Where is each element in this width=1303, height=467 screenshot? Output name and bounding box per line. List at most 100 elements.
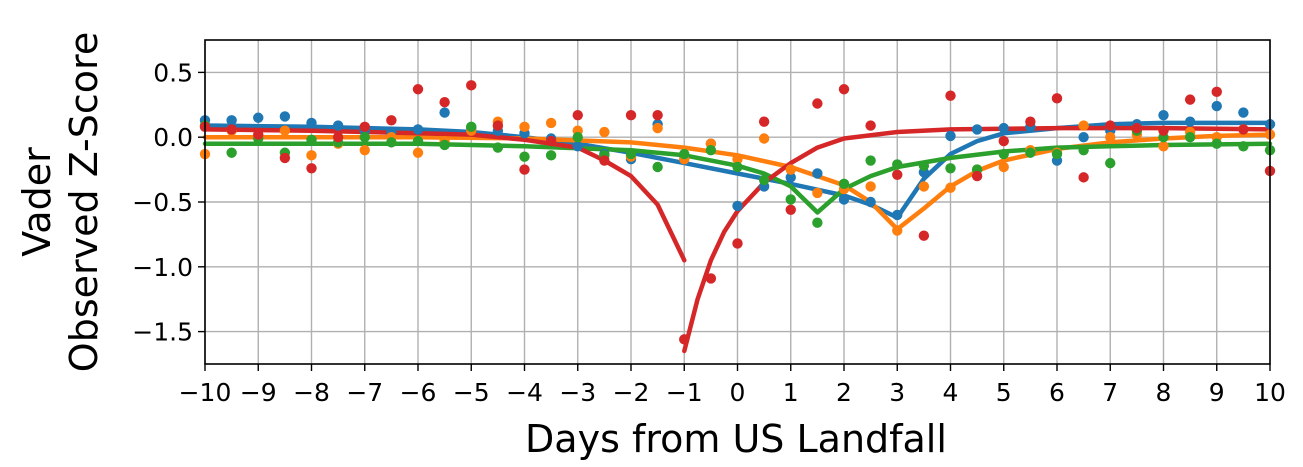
- data-point: [785, 204, 796, 215]
- x-tick-label: 8: [1156, 378, 1172, 407]
- data-point: [572, 141, 583, 152]
- data-point: [253, 112, 264, 123]
- data-point: [519, 121, 530, 133]
- data-point: [812, 187, 823, 199]
- data-point: [945, 182, 956, 193]
- data-point: [971, 124, 983, 135]
- data-point: [1105, 132, 1116, 143]
- data-point: [625, 109, 637, 121]
- data-point: [1025, 147, 1036, 158]
- x-tick-label: −8: [293, 378, 330, 407]
- data-point: [758, 116, 770, 127]
- data-point: [572, 132, 583, 143]
- data-point: [279, 111, 291, 122]
- data-point: [1078, 144, 1089, 156]
- data-point: [279, 125, 291, 136]
- x-tick-label: 1: [783, 378, 799, 407]
- data-point: [652, 109, 663, 121]
- data-point: [705, 144, 717, 156]
- data-point: [1211, 138, 1222, 149]
- data-point: [838, 84, 850, 95]
- data-point: [492, 142, 504, 153]
- x-tick-label: −6: [400, 378, 437, 407]
- data-point: [1238, 124, 1249, 135]
- y-axis-label-line-1: Vader: [15, 147, 59, 257]
- data-point: [253, 129, 264, 140]
- data-point: [1184, 116, 1196, 127]
- data-point: [466, 121, 477, 133]
- data-point: [1025, 116, 1036, 127]
- y-tick-label: 0.5: [153, 58, 193, 87]
- data-point: [1184, 132, 1196, 143]
- data-point: [732, 238, 743, 249]
- data-point: [332, 132, 344, 143]
- data-point: [412, 124, 424, 135]
- data-point: [1105, 157, 1116, 169]
- data-point: [705, 273, 717, 284]
- x-tick-label: 9: [1209, 378, 1225, 407]
- data-point: [892, 209, 903, 221]
- data-point: [306, 163, 317, 174]
- data-point: [412, 84, 424, 95]
- x-tick-label: 4: [943, 378, 959, 407]
- y-axis-label-line-2: Observed Z-Score: [62, 32, 106, 372]
- data-point: [865, 196, 876, 208]
- data-point: [439, 97, 450, 108]
- data-point: [492, 120, 504, 131]
- x-tick-label: −10: [179, 378, 232, 407]
- data-point: [918, 181, 930, 192]
- data-point: [226, 124, 237, 135]
- data-point: [998, 122, 1009, 134]
- data-point: [918, 160, 930, 171]
- x-tick-label: −1: [666, 378, 703, 407]
- data-point: [306, 150, 317, 161]
- data-point: [945, 130, 956, 142]
- data-point: [545, 150, 557, 161]
- data-point: [865, 120, 876, 131]
- data-point: [545, 135, 557, 147]
- x-tick-label: −3: [559, 378, 596, 407]
- data-point: [439, 107, 450, 118]
- x-axis-label: Days from US Landfall: [525, 417, 947, 461]
- data-point: [838, 178, 850, 190]
- x-tick-label: 10: [1254, 378, 1286, 407]
- data-point: [998, 148, 1009, 160]
- data-point: [1078, 120, 1089, 131]
- x-tick-label: −4: [506, 378, 543, 407]
- data-point: [998, 161, 1009, 173]
- data-point: [865, 181, 876, 192]
- data-point: [412, 135, 424, 147]
- data-point: [279, 152, 291, 164]
- y-tick-label: −1.0: [132, 253, 193, 282]
- data-point: [332, 120, 344, 131]
- data-point: [679, 334, 690, 345]
- data-point: [758, 174, 770, 186]
- x-tick-label: 7: [1102, 378, 1118, 407]
- fit-line: [682, 125, 1273, 354]
- data-point: [359, 121, 370, 133]
- data-point: [599, 126, 610, 138]
- data-point: [386, 115, 397, 126]
- data-point: [1238, 141, 1249, 152]
- data-point: [785, 194, 796, 205]
- data-point: [226, 115, 237, 126]
- data-point: [466, 80, 477, 91]
- x-tick-label: 5: [996, 378, 1012, 407]
- data-point: [812, 98, 823, 109]
- x-tick-label: 2: [836, 378, 852, 407]
- data-point: [865, 155, 876, 166]
- data-point: [1158, 109, 1169, 121]
- data-point: [1105, 120, 1116, 131]
- data-point: [306, 117, 317, 129]
- y-tick-label: −1.5: [132, 318, 193, 347]
- x-tick-label: 0: [730, 378, 746, 407]
- data-point: [1051, 93, 1063, 104]
- data-point: [892, 169, 903, 180]
- data-point: [1211, 100, 1222, 112]
- data-point: [812, 217, 823, 228]
- data-point: [652, 161, 663, 173]
- data-point: [1158, 125, 1169, 136]
- y-tick-label: 0.0: [153, 123, 193, 152]
